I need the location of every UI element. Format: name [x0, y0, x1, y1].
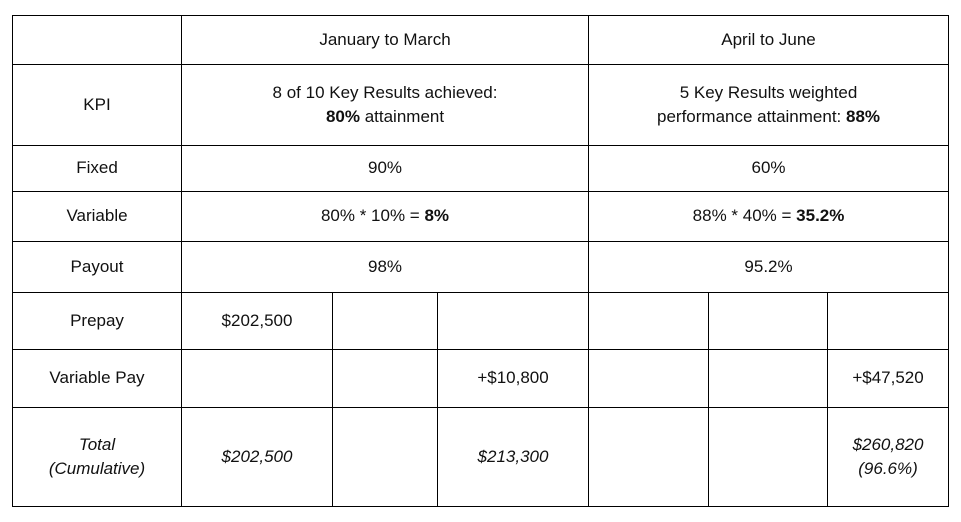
kpi-q1-attainment-value: 80% [325, 107, 360, 126]
compensation-table: January to March April to June KPI 8 of … [12, 15, 950, 507]
variable-pay-q2-c3-cell: +$47,520 [827, 349, 950, 408]
total-label-line2: (Cumulative) [48, 459, 146, 478]
table-row-prepay: Prepay $202,500 [12, 292, 950, 350]
kpi-q1-attainment-text: attainment [359, 107, 445, 126]
variable-q2-result: 35.2% [796, 206, 845, 226]
total-q2-amount: $260,820 [852, 434, 924, 454]
variable-q1-formula: 80% * 10% = [320, 206, 425, 226]
kpi-q2-attainment-value: 88% [846, 107, 881, 126]
table-row-header: January to March April to June [12, 15, 950, 65]
prepay-q1-c3-cell [436, 292, 590, 350]
variable-pay-q2-c2-cell [708, 349, 829, 408]
variable-pay-q2-c1-cell [588, 349, 710, 408]
variable-q1-cell: 80% * 10% = 8% [180, 191, 590, 242]
total-q2-c1-cell [588, 407, 710, 507]
prepay-label-cell: Prepay [12, 292, 182, 350]
prepay-q2-c3-cell [827, 292, 950, 350]
prepay-q1-c2-cell [332, 292, 438, 350]
kpi-q2-line2: performance attainment: 88% [595, 105, 942, 129]
total-q2-percent: (96.6%) [858, 459, 918, 478]
table-row-payout: Payout 98% 95.2% [12, 241, 950, 293]
variable-label-cell: Variable [12, 191, 182, 242]
kpi-q2-cell: 5 Key Results weighted performance attai… [588, 64, 950, 146]
total-label-line1: Total [78, 434, 116, 454]
table-row-total: Total (Cumulative) $202,500 $213,300 $26… [12, 407, 950, 507]
fixed-q2-cell: 60% [588, 145, 950, 192]
total-q2-c3-cell: $260,820 (96.6%) [827, 407, 950, 507]
kpi-q1-line1: 8 of 10 Key Results achieved: [272, 82, 498, 102]
prepay-q2-c2-cell [708, 292, 829, 350]
payout-label-cell: Payout [12, 241, 182, 293]
kpi-q2-attainment-text: performance attainment: [657, 107, 846, 126]
variable-pay-label-cell: Variable Pay [12, 349, 182, 408]
header-quarter2-cell: April to June [588, 15, 950, 65]
kpi-q1-cell: 8 of 10 Key Results achieved: 80% attain… [180, 64, 590, 146]
compensation-table-container: January to March April to June KPI 8 of … [12, 15, 950, 507]
table-row-variable: Variable 80% * 10% = 8% 88% * 40% = 35.2… [12, 191, 950, 242]
kpi-q2-line1: 5 Key Results weighted [679, 82, 858, 102]
fixed-q1-cell: 90% [180, 145, 590, 192]
prepay-q1-c1-cell: $202,500 [181, 292, 333, 350]
table-row-variable-pay: Variable Pay +$10,800 +$47,520 [12, 349, 950, 408]
total-label-cell: Total (Cumulative) [12, 407, 182, 507]
variable-pay-q1-c1-cell [181, 349, 333, 408]
total-q1-c2-cell [332, 407, 438, 507]
variable-q2-cell: 88% * 40% = 35.2% [588, 191, 950, 242]
header-corner-cell [12, 15, 182, 65]
table-row-fixed: Fixed 90% 60% [12, 145, 950, 192]
fixed-label-cell: Fixed [12, 145, 182, 192]
kpi-q1-line2: 80% attainment [188, 105, 582, 129]
header-quarter1-cell: January to March [180, 15, 590, 65]
variable-q1-result: 8% [424, 206, 450, 226]
total-q1-c3-cell: $213,300 [436, 407, 590, 507]
variable-pay-q1-c3-cell: +$10,800 [436, 349, 590, 408]
payout-q1-cell: 98% [180, 241, 590, 293]
variable-pay-q1-c2-cell [332, 349, 438, 408]
table-row-kpi: KPI 8 of 10 Key Results achieved: 80% at… [12, 64, 950, 146]
total-q2-c2-cell [708, 407, 829, 507]
total-q1-c1-cell: $202,500 [181, 407, 333, 507]
prepay-q2-c1-cell [588, 292, 710, 350]
variable-q2-formula: 88% * 40% = [692, 206, 797, 226]
payout-q2-cell: 95.2% [588, 241, 950, 293]
kpi-label-cell: KPI [12, 64, 182, 146]
